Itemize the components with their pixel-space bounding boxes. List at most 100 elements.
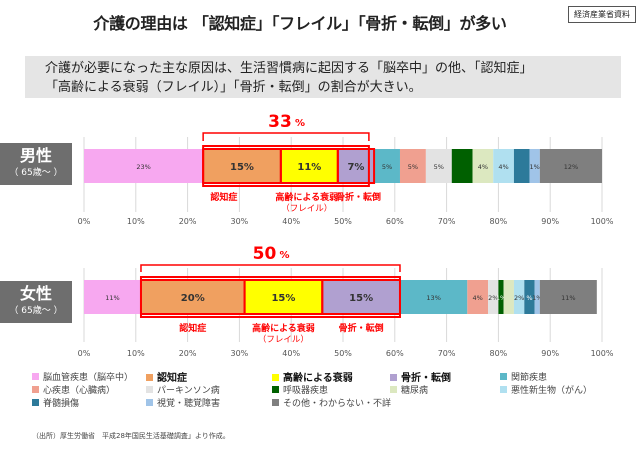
data-label: 1% — [532, 294, 542, 302]
x-tick-label: 50% — [334, 217, 352, 226]
bar-segment — [513, 280, 525, 314]
legend-item: 高齢による衰弱 — [272, 373, 353, 384]
female-label-box: 女性 （ 65歳～ ） — [0, 281, 72, 323]
legend-label: 心疾患（心臓病） — [43, 386, 116, 396]
source-note: （出所）厚生労働省 平成28年国民生活基礎調査」より作成。 — [32, 432, 230, 440]
female-label: 女性 — [19, 284, 52, 303]
legend-label: 呼吸器疾患 — [283, 386, 329, 396]
x-tick-label: 60% — [386, 217, 404, 226]
x-tick-label: 80% — [490, 217, 508, 226]
total-percent-unit: % — [279, 250, 289, 261]
data-label: 5% — [382, 163, 392, 171]
callout-sublabel: （フレイル） — [258, 334, 309, 345]
bar-segment — [322, 280, 400, 314]
x-tick-label: 0% — [78, 217, 91, 226]
legend-item: 糖尿病 — [390, 386, 428, 397]
data-label: 15% — [230, 162, 254, 173]
legend-item: 呼吸器疾患 — [272, 386, 328, 397]
legend-label: 骨折・転倒 — [401, 373, 451, 384]
bar-segment — [399, 280, 468, 314]
callout-label: 骨折・転倒 — [339, 322, 384, 334]
data-label: 7% — [347, 162, 364, 173]
bar-segment — [425, 149, 452, 183]
bar-segment — [374, 149, 400, 183]
legend-label: 視覚・聴覚障害 — [157, 399, 221, 409]
bar-segment — [534, 280, 540, 314]
legend-label: 悪性新生物（がん） — [511, 386, 593, 396]
bar-segment — [84, 149, 204, 183]
legend-item: 認知症 — [146, 373, 187, 384]
bar-segment — [488, 280, 499, 314]
callout-sublabel: （フレイル） — [281, 203, 332, 214]
page-title: 介護の理由は 「認知症」「フレイル」「骨折・転倒」が多い — [93, 14, 507, 33]
data-label: 13% — [426, 294, 440, 302]
x-tick-label: 20% — [179, 217, 197, 226]
data-label: 12% — [564, 163, 578, 171]
data-label: 23% — [136, 163, 150, 171]
legend-label: 脳血管疾患（脳卒中） — [43, 373, 134, 383]
highlight-bracket — [140, 264, 401, 272]
bar-segment — [493, 149, 514, 183]
source-badge: 経済産業省資料 — [568, 6, 636, 23]
data-label: 20% — [181, 293, 205, 304]
legend-swatch — [272, 386, 279, 393]
x-tick-label: 70% — [438, 349, 456, 358]
highlight-group-box — [202, 145, 370, 187]
total-percent-unit: % — [295, 118, 305, 129]
legend-label: 高齢による衰弱 — [283, 373, 353, 384]
legend-swatch — [146, 386, 153, 393]
bar-segment — [503, 280, 514, 314]
summary-line-1: 介護が必要になった主な原因は、生活習慣病に起因する「脳卒中」の他、「認知症」 — [45, 61, 533, 76]
data-label: 4% — [473, 294, 483, 302]
legend-label: 認知症 — [157, 373, 187, 384]
bar-segment — [467, 280, 489, 314]
legend-swatch — [500, 386, 507, 393]
x-tick-label: 30% — [231, 349, 249, 358]
data-label: 1% — [496, 294, 506, 302]
legend-swatch — [272, 374, 279, 381]
data-label: 5% — [408, 163, 418, 171]
data-label: 11% — [561, 294, 575, 302]
x-tick-label: 60% — [386, 349, 404, 358]
bar-segment — [498, 280, 504, 314]
callout-label: 認知症 — [210, 191, 237, 203]
bar-segment — [472, 149, 494, 183]
legend-item: 関節疾患 — [500, 373, 547, 384]
bar-segment — [280, 149, 338, 183]
data-label: % — [526, 294, 532, 302]
bar-segment — [244, 280, 323, 314]
male-label-box: 男性 （ 65歳～ ） — [0, 143, 72, 185]
x-tick-label: 100% — [591, 349, 614, 358]
x-tick-label: 10% — [127, 349, 145, 358]
chart-legend: 脳血管疾患（脳卒中） 認知症 高齢による衰弱 骨折・転倒 関節疾患 心疾患（心臓病） パーキ… — [32, 373, 632, 421]
x-tick-label: 20% — [179, 349, 197, 358]
data-label: 11% — [297, 162, 321, 173]
legend-swatch — [390, 386, 397, 393]
legend-swatch — [146, 399, 153, 406]
highlight-group-box — [139, 276, 401, 318]
bar-segment — [529, 149, 540, 183]
bar-segment — [513, 149, 530, 183]
legend-swatch — [32, 373, 39, 380]
male-age-label: （ 65歳～ ） — [9, 168, 63, 178]
x-tick-label: 50% — [334, 349, 352, 358]
legend-label: 関節疾患 — [511, 373, 548, 383]
x-tick-label: 90% — [541, 349, 559, 358]
bar-segment — [524, 280, 535, 314]
female-age-label: （ 65歳～ ） — [9, 306, 63, 316]
legend-item: 骨折・転倒 — [390, 373, 451, 384]
bar-segment — [539, 149, 602, 183]
data-label: 4% — [478, 163, 488, 171]
bar-segment — [399, 149, 426, 183]
legend-item: 悪性新生物（がん） — [500, 386, 592, 397]
legend-item: 脊髄損傷 — [32, 399, 79, 410]
total-percent: 50 — [253, 244, 277, 264]
summary-text: 介護が必要になった主な原因は、生活習慣病に起因する「脳卒中」の他、「認知症」 「… — [45, 59, 621, 97]
x-tick-label: 40% — [282, 217, 300, 226]
bar-segment — [84, 280, 141, 314]
legend-label: 糖尿病 — [401, 386, 429, 396]
callout-label: 高齢による衰弱 — [275, 191, 338, 203]
x-tick-label: 10% — [127, 217, 145, 226]
bar-segment — [203, 149, 281, 183]
